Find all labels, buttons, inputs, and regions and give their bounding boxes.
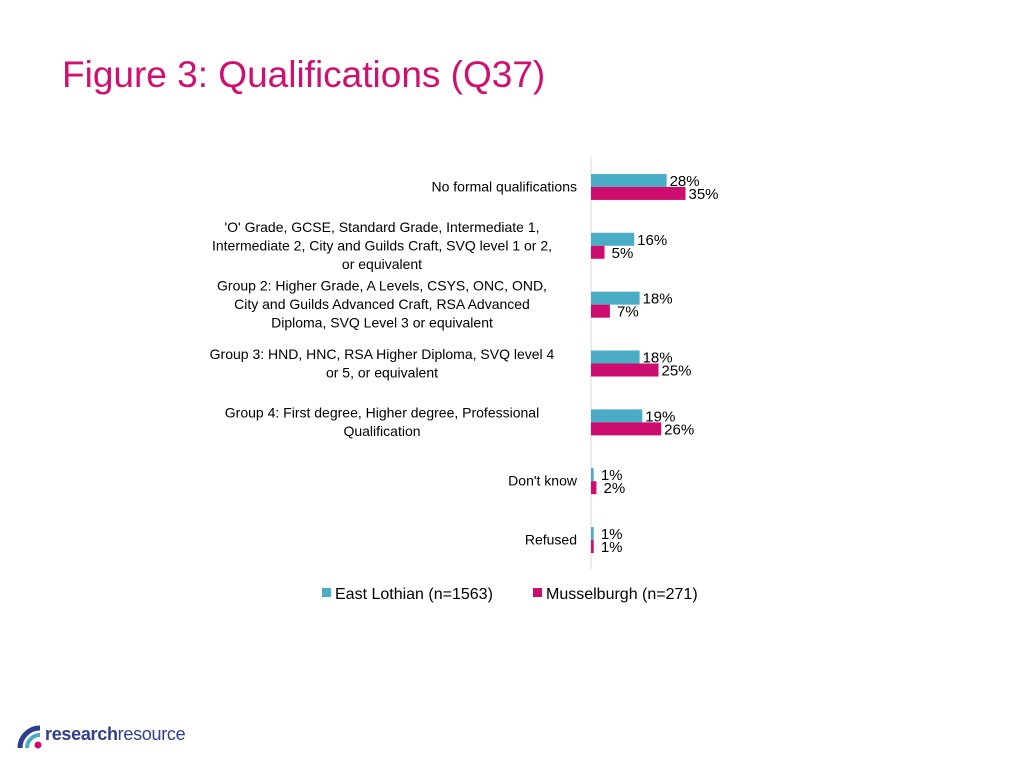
legend-swatch bbox=[533, 588, 542, 597]
data-label: 26% bbox=[664, 421, 694, 438]
bar-musselburgh bbox=[591, 304, 610, 318]
bar-east-lothian bbox=[591, 232, 635, 246]
category-label: Group 4: First degree, Higher degree, Pr… bbox=[225, 405, 539, 440]
data-label: 1% bbox=[601, 539, 623, 556]
category-label: Group 3: HND, HNC, RSA Higher Diploma, S… bbox=[210, 346, 555, 381]
bar-chart: No formal qualifications 28%35% 'O' Grade,… bbox=[210, 157, 719, 603]
bar-musselburgh bbox=[591, 422, 662, 436]
category-label: Don't know bbox=[508, 473, 578, 489]
category-label: No formal qualifications bbox=[431, 178, 577, 194]
bar-east-lothian bbox=[591, 468, 594, 482]
category-label: Group 2: Higher Grade, A Levels, CSYS, O… bbox=[217, 278, 547, 331]
bar-east-lothian bbox=[591, 291, 640, 305]
data-label: 25% bbox=[661, 363, 691, 380]
data-label: 16% bbox=[637, 232, 667, 249]
bar-musselburgh bbox=[591, 481, 597, 495]
quarter-circle-arcs-icon bbox=[17, 725, 42, 749]
data-label: 18% bbox=[643, 350, 673, 367]
bar-east-lothian bbox=[591, 350, 640, 364]
category-label: 'O' Grade, GCSE, Standard Grade, Interme… bbox=[212, 219, 552, 272]
data-label: 1% bbox=[601, 467, 623, 484]
logo-text-resource: resource bbox=[117, 724, 186, 744]
bar-musselburgh bbox=[591, 245, 605, 259]
logo-text-research: research bbox=[45, 724, 118, 744]
bar-east-lothian bbox=[591, 527, 594, 541]
data-label: 18% bbox=[643, 291, 673, 308]
bar-east-lothian bbox=[591, 409, 643, 423]
data-label: 28% bbox=[670, 173, 700, 190]
bar-musselburgh bbox=[591, 363, 659, 377]
page-title: Figure 3: Qualifications (Q37) bbox=[62, 54, 546, 95]
bar-musselburgh bbox=[591, 540, 594, 554]
data-label: 7% bbox=[617, 304, 639, 321]
category-label: Refused bbox=[525, 532, 577, 548]
bar-musselburgh bbox=[591, 186, 686, 200]
legend-entry: East Lothian (n=1563) bbox=[335, 586, 493, 603]
legend-entry: Musselburgh (n=271) bbox=[546, 586, 698, 603]
bar-east-lothian bbox=[591, 173, 667, 187]
research-resource-logo: researchresource bbox=[16, 714, 206, 754]
data-label: 19% bbox=[645, 408, 675, 425]
data-label: 5% bbox=[612, 245, 634, 262]
data-label: 35% bbox=[688, 186, 718, 203]
legend-swatch bbox=[322, 588, 331, 597]
data-label: 1% bbox=[601, 526, 623, 543]
data-label: 2% bbox=[604, 480, 626, 497]
